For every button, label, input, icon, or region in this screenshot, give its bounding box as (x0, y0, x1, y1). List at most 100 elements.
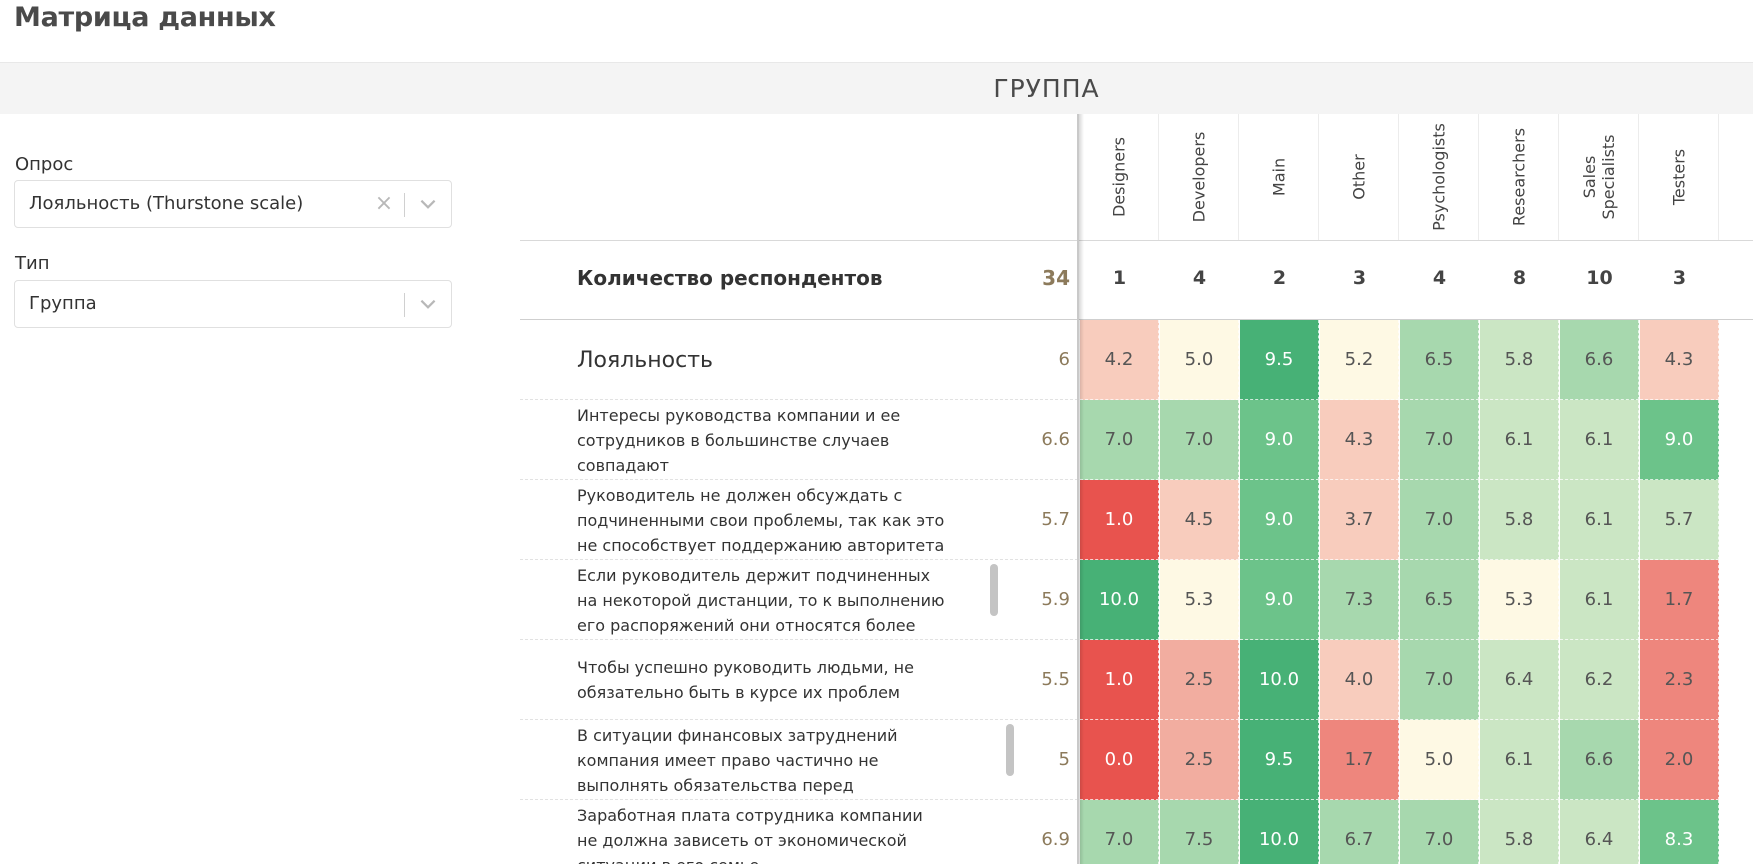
table-row[interactable]: Чтобы успешно руководить людьми, не обяз… (520, 640, 1753, 720)
matrix-cell[interactable]: 10.0 (1240, 800, 1319, 864)
matrix-cell[interactable]: 6.1 (1560, 400, 1639, 480)
cell-scrollbar[interactable] (1006, 724, 1014, 776)
matrix-cell[interactable]: 5.3 (1160, 560, 1239, 640)
matrix-cell[interactable]: 7.0 (1400, 800, 1479, 864)
matrix-cell[interactable]: 9.5 (1240, 320, 1319, 400)
respondent-count-cell: 8 (1512, 267, 1527, 289)
matrix-cell[interactable]: 2.0 (1640, 720, 1719, 800)
matrix-cell[interactable]: 6.2 (1560, 640, 1639, 720)
row-divider (520, 639, 1078, 640)
matrix-cell[interactable]: 5.2 (1320, 320, 1399, 400)
matrix-cell[interactable]: 1.7 (1320, 720, 1399, 800)
matrix-cell[interactable]: 4.3 (1640, 320, 1719, 400)
chevron-down-icon[interactable] (417, 293, 439, 315)
matrix-cell[interactable]: 6.6 (1560, 320, 1639, 400)
matrix-cell[interactable]: 4.5 (1160, 480, 1239, 560)
matrix-cell[interactable]: 5.8 (1480, 800, 1559, 864)
matrix-cell[interactable]: 5.3 (1480, 560, 1559, 640)
matrix-cell[interactable]: 10.0 (1080, 560, 1159, 640)
matrix-cell[interactable]: 2.3 (1640, 640, 1719, 720)
column-header-developers[interactable]: Developers (1160, 114, 1239, 240)
matrix-cell[interactable]: 6.7 (1320, 800, 1399, 864)
matrix-cell[interactable]: 5.0 (1400, 720, 1479, 800)
matrix-cell[interactable]: 6.4 (1560, 800, 1639, 864)
table-row[interactable]: В ситуации финансовых затруднений компан… (520, 720, 1753, 800)
matrix-cell[interactable]: 7.0 (1160, 400, 1239, 480)
table-row[interactable]: Интересы руководства компании и ее сотру… (520, 400, 1753, 480)
respondent-count-cell: 2 (1272, 267, 1287, 289)
row-divider (520, 799, 1078, 800)
matrix-cell[interactable]: 4.2 (1080, 320, 1159, 400)
row-label: Интересы руководства компании и ее сотру… (577, 405, 901, 475)
matrix-cell[interactable]: 5.0 (1160, 320, 1239, 400)
matrix-cell[interactable]: 7.0 (1080, 800, 1159, 864)
group-header-band: ГРУППА (0, 63, 1753, 114)
row-average: 6 (1058, 349, 1070, 370)
matrix-cell[interactable]: 5.8 (1480, 320, 1559, 400)
select-separator (404, 293, 405, 317)
matrix-cell[interactable]: 9.0 (1640, 400, 1719, 480)
matrix-cell[interactable]: 7.3 (1320, 560, 1399, 640)
column-header-other[interactable]: Other (1320, 114, 1399, 240)
column-header-researchers[interactable]: Researchers (1480, 114, 1559, 240)
row-label: Чтобы успешно руководить людьми, не обяз… (577, 658, 914, 702)
matrix-cell[interactable]: 3.7 (1320, 480, 1399, 560)
respondent-count-cell: 10 (1586, 267, 1613, 289)
survey-select[interactable]: Лояльность (Thurstone scale) × (14, 180, 452, 228)
data-matrix: Designers Developers Main Other Psychologist… (520, 114, 1753, 864)
matrix-cell[interactable]: 9.0 (1240, 400, 1319, 480)
column-header-label: Designers (1109, 137, 1129, 217)
matrix-cell[interactable]: 6.4 (1480, 640, 1559, 720)
matrix-cell[interactable]: 7.0 (1400, 480, 1479, 560)
column-header-label: Testers (1669, 148, 1689, 206)
matrix-cell[interactable]: 1.0 (1080, 480, 1159, 560)
respondent-count-cell: 3 (1352, 267, 1367, 289)
matrix-cell[interactable]: 9.5 (1240, 720, 1319, 800)
cell-scrollbar[interactable] (990, 564, 998, 616)
matrix-cell[interactable]: 6.6 (1560, 720, 1639, 800)
matrix-cell[interactable]: 6.5 (1400, 320, 1479, 400)
column-header-designers[interactable]: Designers (1080, 114, 1159, 240)
matrix-cell[interactable]: 6.1 (1480, 400, 1559, 480)
matrix-cell[interactable]: 0.0 (1080, 720, 1159, 800)
matrix-cell[interactable]: 7.5 (1160, 800, 1239, 864)
table-row[interactable]: Заработная плата сотрудника компании не … (520, 800, 1753, 864)
row-average: 5.9 (1041, 589, 1070, 610)
chevron-down-icon[interactable] (417, 193, 439, 215)
matrix-cell[interactable]: 2.5 (1160, 720, 1239, 800)
table-row[interactable]: Если руководитель держит подчиненных на … (520, 560, 1753, 640)
matrix-cell[interactable]: 7.0 (1400, 400, 1479, 480)
column-header-psychologists[interactable]: Psychologists (1400, 114, 1479, 240)
matrix-cell[interactable]: 1.7 (1640, 560, 1719, 640)
type-select[interactable]: Группа (14, 280, 452, 328)
matrix-cell[interactable]: 4.3 (1320, 400, 1399, 480)
matrix-cell[interactable]: 7.0 (1080, 400, 1159, 480)
matrix-cell[interactable]: 2.5 (1160, 640, 1239, 720)
column-header-main[interactable]: Main (1240, 114, 1319, 240)
row-divider (520, 719, 1078, 720)
matrix-cell[interactable]: 5.8 (1480, 480, 1559, 560)
frozen-column-shadow (1078, 114, 1084, 864)
matrix-cell[interactable]: 6.1 (1560, 560, 1639, 640)
matrix-cell[interactable]: 7.0 (1400, 640, 1479, 720)
matrix-cell[interactable]: 4.0 (1320, 640, 1399, 720)
matrix-cell[interactable]: 5.7 (1640, 480, 1719, 560)
matrix-cell[interactable]: 6.1 (1480, 720, 1559, 800)
row-label: Лояльность (577, 347, 713, 373)
type-filter-label: Тип (15, 253, 50, 274)
matrix-cell[interactable]: 6.5 (1400, 560, 1479, 640)
column-header-testers[interactable]: Testers (1640, 114, 1719, 240)
matrix-cell[interactable]: 9.0 (1240, 560, 1319, 640)
column-header-label: Sales Specialists (1580, 134, 1618, 220)
row-divider (520, 479, 1078, 480)
matrix-cell[interactable]: 8.3 (1640, 800, 1719, 864)
clear-x-icon[interactable]: × (374, 191, 394, 216)
summary-row[interactable]: Лояльность 6 4.2 5.0 9.5 5.2 6.5 5.8 6.6 4.3 (520, 320, 1753, 400)
matrix-cell[interactable]: 9.0 (1240, 480, 1319, 560)
header-divider (520, 240, 1753, 241)
matrix-cell[interactable]: 6.1 (1560, 480, 1639, 560)
matrix-cell[interactable]: 10.0 (1240, 640, 1319, 720)
table-row[interactable]: Руководитель не должен обсуждать с подчи… (520, 480, 1753, 560)
column-header-sales-specialists[interactable]: Sales Specialists (1560, 114, 1639, 240)
matrix-cell[interactable]: 1.0 (1080, 640, 1159, 720)
